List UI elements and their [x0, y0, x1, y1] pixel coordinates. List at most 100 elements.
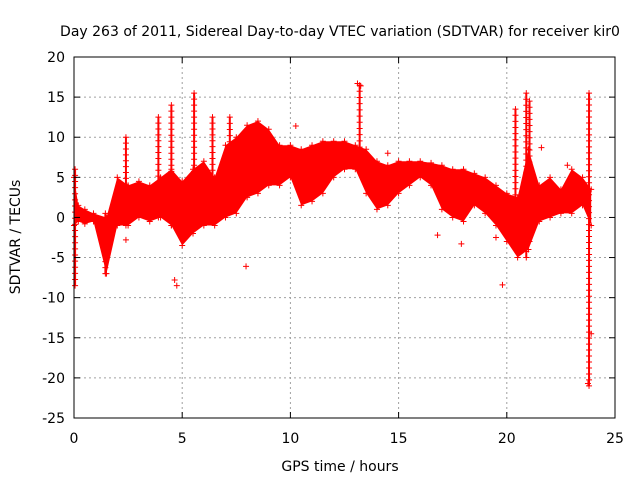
data-point: [523, 224, 530, 231]
data-point: [586, 341, 593, 348]
data-point: [586, 149, 593, 156]
data-point: [191, 108, 198, 115]
data-point: [428, 159, 435, 166]
data-point: [395, 158, 402, 165]
data-point: [526, 171, 533, 178]
data-point: [226, 163, 233, 170]
data-point: [122, 181, 129, 188]
data-point-outlier: [357, 82, 364, 89]
data-point: [512, 112, 519, 119]
data-point: [102, 234, 109, 241]
chart-title: Day 263 of 2011, Sidereal Day-to-day VTE…: [60, 24, 620, 40]
data-point: [526, 128, 533, 135]
data-point: [72, 276, 79, 283]
data-point: [523, 163, 530, 170]
data-point: [512, 118, 519, 125]
data-point: [523, 254, 530, 261]
data-point: [356, 113, 363, 120]
data-point: [155, 114, 162, 121]
data-point: [586, 131, 593, 138]
data-point-outlier: [584, 380, 591, 387]
data-point: [102, 210, 109, 217]
data-point: [298, 202, 305, 209]
data-point: [417, 158, 424, 165]
data-point: [209, 196, 216, 203]
data-point: [356, 119, 363, 126]
data-point: [226, 151, 233, 158]
data-point: [579, 174, 586, 181]
data-point: [209, 143, 216, 150]
data-point: [122, 169, 129, 176]
data-point: [168, 192, 175, 199]
data-point: [168, 150, 175, 157]
data-point: [586, 353, 593, 360]
data-point: [168, 102, 175, 109]
data-point: [122, 134, 129, 141]
data-point: [523, 205, 530, 212]
data-point: [122, 163, 129, 170]
data-point: [586, 257, 593, 264]
data-point: [179, 242, 186, 249]
data-point: [330, 138, 337, 145]
data-point: [168, 180, 175, 187]
data-point: [168, 168, 175, 175]
plot-frame: [73, 56, 616, 419]
data-point: [168, 132, 175, 139]
data-point: [211, 222, 218, 229]
data-point: [155, 149, 162, 156]
data-point: [114, 174, 121, 181]
data-point: [356, 94, 363, 101]
data-point: [209, 114, 216, 121]
data-point: [460, 218, 467, 225]
data-point: [191, 186, 198, 193]
data-point: [168, 120, 175, 127]
data-point: [122, 198, 129, 205]
data-point: [72, 258, 79, 265]
data-point: [512, 106, 519, 113]
data-point: [526, 183, 533, 190]
data-point: [191, 90, 198, 97]
data-point: [168, 156, 175, 163]
data-point: [526, 214, 533, 221]
data-point: [191, 114, 198, 121]
data-point: [586, 251, 593, 258]
data-point: [191, 120, 198, 127]
data-point: [586, 203, 593, 210]
data-point: [226, 157, 233, 164]
data-point: [72, 215, 79, 222]
data-point: [191, 96, 198, 103]
data-point: [226, 144, 233, 151]
data-point: [226, 120, 233, 127]
data-point: [209, 161, 216, 168]
data-point: [226, 138, 233, 145]
data-point: [122, 187, 129, 194]
data-point: [319, 190, 326, 197]
data-point: [586, 239, 593, 246]
data-point: [512, 197, 519, 204]
data-point: [356, 106, 363, 113]
data-point: [547, 174, 554, 181]
data-point: [276, 142, 283, 149]
x-tick-label: 20: [498, 431, 516, 447]
data-band: [74, 121, 592, 274]
data-point: [586, 275, 593, 282]
data-point: [168, 126, 175, 133]
data-point: [526, 165, 533, 172]
data-point: [586, 173, 593, 180]
data-point: [523, 242, 530, 249]
data-point: [417, 174, 424, 181]
data-point: [168, 114, 175, 121]
data-point: [168, 162, 175, 169]
data-point: [209, 149, 216, 156]
data-point: [191, 156, 198, 163]
data-point: [155, 131, 162, 138]
data-point: [287, 174, 294, 181]
data-point: [503, 190, 510, 197]
axis-ticks: 0 5 10 15 20 25 -25 -20 -15 -10 -5 0 5 10 15 20: [42, 50, 624, 447]
data-point: [209, 190, 216, 197]
data-point: [523, 138, 530, 145]
y-tick-label: -25: [42, 411, 65, 427]
data-point: [72, 239, 79, 246]
data-point: [523, 248, 530, 255]
data-point: [586, 119, 593, 126]
